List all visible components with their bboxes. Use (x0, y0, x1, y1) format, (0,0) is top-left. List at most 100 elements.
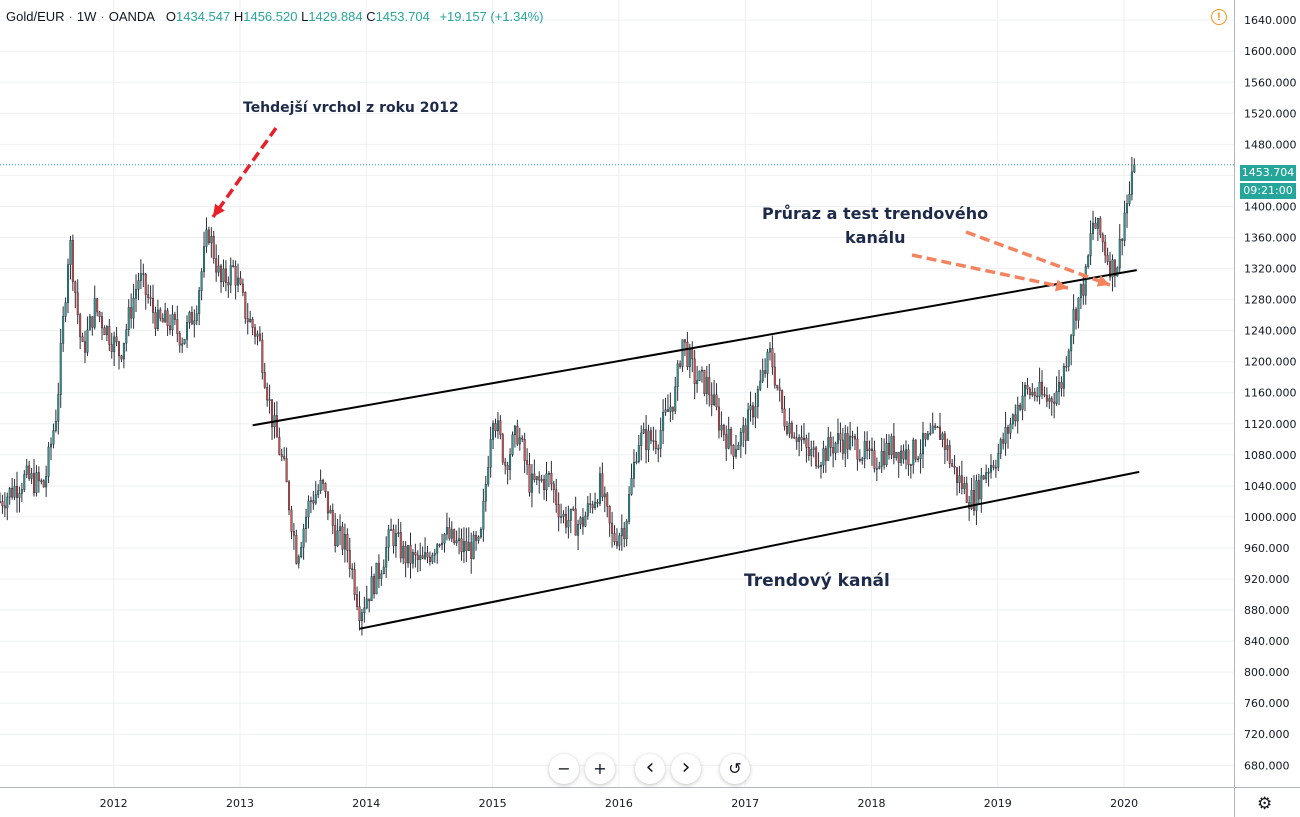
candle-body (868, 448, 871, 451)
reset-chart-button[interactable]: ↺ (720, 754, 750, 784)
candle-body (1089, 233, 1092, 257)
candle-body (137, 280, 140, 290)
candle-body (839, 433, 842, 441)
candle-body (428, 556, 431, 562)
candle-body (764, 370, 767, 374)
candle-body (904, 449, 907, 460)
candle-body (722, 424, 725, 435)
candle-body (725, 434, 728, 449)
y-tick-label: 1080.000 (1244, 449, 1297, 462)
candle-body (1106, 254, 1109, 262)
last-price-tag: 1453.704 (1240, 165, 1296, 181)
y-tick-label: 800.000 (1244, 666, 1290, 679)
y-tick-label: 1320.000 (1244, 263, 1297, 276)
candle-body (438, 544, 441, 546)
candle-body (23, 474, 26, 490)
candle-body (708, 377, 711, 396)
candle-body (210, 236, 213, 243)
candle-body (1041, 381, 1044, 395)
candle-body (373, 576, 376, 595)
candle-body (1130, 171, 1133, 195)
candle-body (511, 434, 514, 455)
candle-body (67, 264, 70, 303)
candle-body (416, 554, 419, 560)
candle-body (86, 329, 89, 353)
candle-body (1055, 391, 1058, 404)
candle-body (392, 529, 395, 547)
candle-body (1113, 259, 1116, 277)
y-tick-label: 1520.000 (1244, 107, 1297, 120)
candle-body (781, 390, 784, 410)
candle-body (176, 319, 179, 334)
candle-body (220, 265, 223, 283)
candle-body (1116, 267, 1119, 277)
candle-body (71, 239, 74, 283)
candle-body (222, 268, 225, 283)
candle-body (691, 349, 694, 360)
candle-body (579, 517, 582, 525)
candle-body (246, 318, 249, 323)
candle-body (946, 445, 949, 450)
candle-body (550, 472, 553, 485)
settings-gear-icon[interactable]: ⚙ (1257, 794, 1273, 814)
candle-body (1007, 427, 1010, 434)
candle-body (307, 500, 310, 518)
candle-body (50, 443, 53, 448)
candle-body (615, 541, 618, 546)
candle-body (154, 312, 157, 329)
candle-body (715, 394, 718, 408)
candle-body (749, 405, 752, 411)
candle-body (377, 562, 380, 579)
candle-body (1053, 401, 1056, 404)
candle-body (788, 422, 791, 434)
candle-body (623, 528, 626, 540)
candle-body (458, 538, 461, 542)
candle-body (326, 491, 329, 514)
candle-body (431, 554, 434, 562)
symbol-label[interactable]: Gold/EUR (6, 9, 65, 24)
candle-body (720, 424, 723, 431)
candle-body (861, 458, 864, 461)
candle-body (890, 436, 893, 455)
candle-body (586, 503, 589, 517)
candle-body (1065, 365, 1068, 368)
zoom-out-button[interactable]: − (549, 754, 579, 784)
candle-body (713, 394, 716, 405)
close-label: C (366, 9, 376, 24)
y-tick-label: 1160.000 (1244, 387, 1297, 400)
scroll-right-button[interactable]: › (671, 754, 701, 784)
candle-body (348, 549, 351, 569)
candle-body (183, 339, 186, 345)
candle-body (472, 534, 475, 559)
candle-body (555, 489, 558, 505)
candle-body (921, 433, 925, 455)
candle-body (1096, 218, 1099, 229)
candle-body (883, 451, 886, 466)
candle-body (543, 479, 546, 491)
interval-label[interactable]: 1W (76, 9, 97, 24)
candle-body (841, 439, 844, 454)
candle-body (88, 316, 91, 331)
candle-body (15, 486, 19, 498)
candle-body (292, 531, 295, 536)
candle-body (907, 449, 910, 465)
alert-icon[interactable]: ! (1211, 9, 1227, 25)
candle-body (1094, 222, 1097, 229)
candle-body (613, 533, 616, 543)
scroll-left-button[interactable]: ‹ (635, 754, 665, 784)
y-tick-label: 1200.000 (1244, 356, 1297, 369)
candle-body (1133, 164, 1136, 173)
candle-body (635, 461, 638, 463)
candle-body (766, 351, 769, 374)
candle-body (198, 290, 201, 315)
zoom-in-button[interactable]: + (585, 754, 615, 784)
candle-body (516, 425, 519, 445)
candle-body (1128, 194, 1131, 204)
candle-body (1004, 427, 1007, 444)
candle-body (285, 458, 288, 483)
candle-body (591, 504, 594, 509)
candle-body (776, 384, 779, 389)
candle-body (258, 333, 261, 341)
